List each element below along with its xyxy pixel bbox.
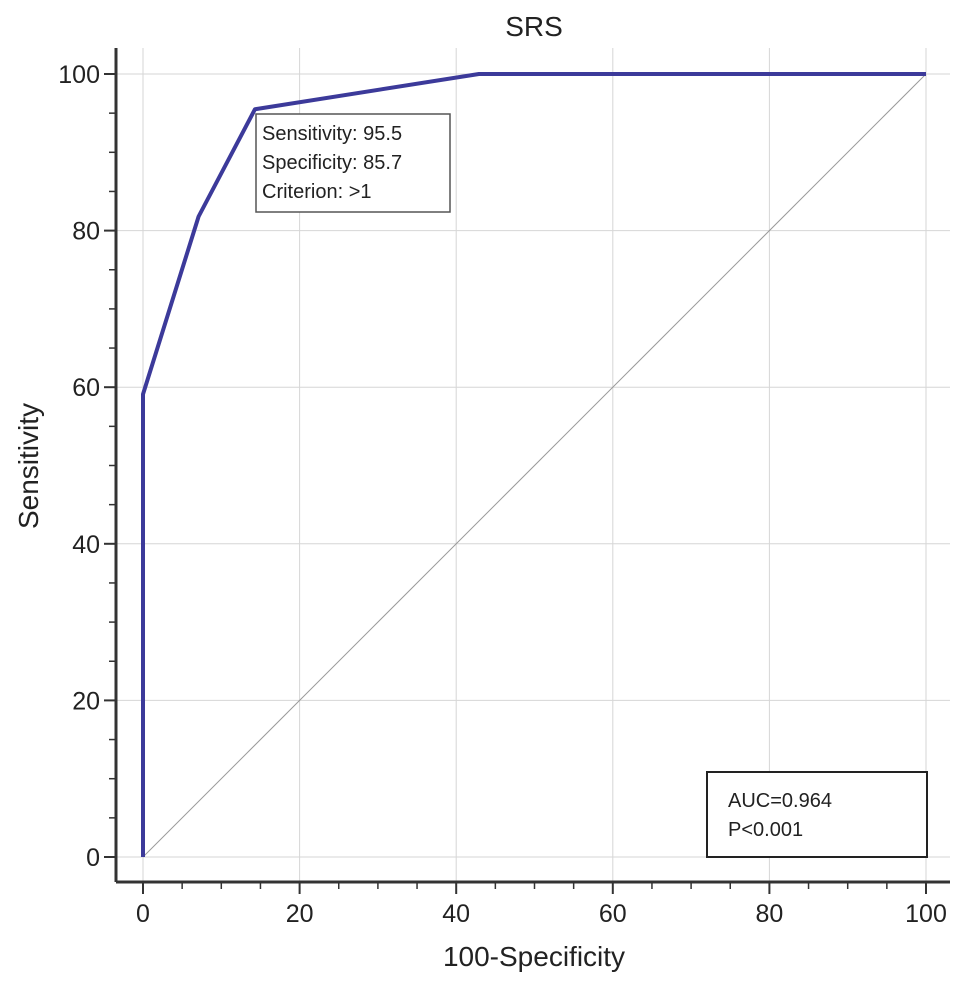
- cutoff-annotation-box: Sensitivity: 95.5 Specificity: 85.7 Crit…: [255, 113, 451, 213]
- x-axis-title: 100-Specificity: [443, 941, 625, 972]
- grid: [116, 48, 950, 882]
- auc-value: AUC=0.964: [728, 790, 832, 812]
- x-tick-label: 0: [136, 900, 150, 928]
- x-tick-label: 40: [442, 900, 470, 928]
- x-tick-label: 20: [286, 900, 314, 928]
- ticks: 0 20 40 60 80 100 0 20 40 60 80 100: [58, 61, 947, 928]
- x-tick-label: 100: [905, 900, 947, 928]
- x-tick-label: 80: [755, 900, 783, 928]
- p-value: P<0.001: [728, 819, 803, 841]
- chart-title: SRS: [505, 11, 563, 42]
- roc-curve: [141, 72, 926, 857]
- axes: [114, 48, 950, 884]
- cutoff-specificity: Specificity: 85.7: [262, 152, 402, 174]
- auc-box-frame: [706, 771, 928, 858]
- y-tick-label: 100: [58, 61, 100, 89]
- y-tick-label: 0: [86, 844, 100, 872]
- reference-diagonal: [142, 73, 927, 858]
- y-axis-title: Sensitivity: [13, 403, 44, 529]
- cutoff-sensitivity: Sensitivity: 95.5: [262, 123, 402, 145]
- y-tick-label: 40: [72, 531, 100, 559]
- y-tick-label: 60: [72, 374, 100, 402]
- y-tick-label: 20: [72, 687, 100, 715]
- auc-stats-box: AUC=0.964 P<0.001: [706, 771, 928, 858]
- y-tick-label: 80: [72, 218, 100, 246]
- cutoff-box-frame: [255, 113, 451, 213]
- cutoff-criterion: Criterion: >1: [262, 181, 372, 203]
- x-tick-label: 60: [599, 900, 627, 928]
